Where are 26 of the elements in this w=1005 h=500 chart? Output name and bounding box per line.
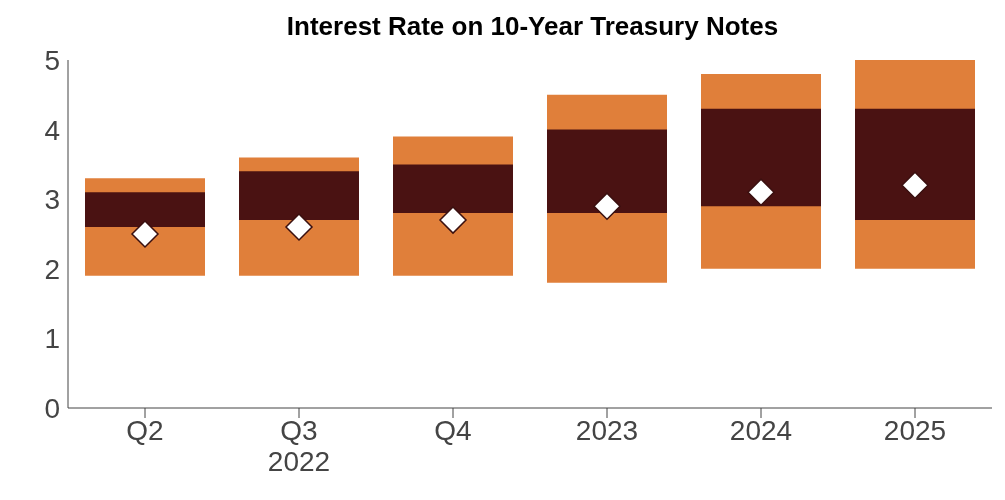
y-tick-label: 0 [44, 392, 60, 424]
point [747, 178, 775, 206]
text: 2022 [266, 446, 332, 478]
point [439, 206, 467, 234]
y-tick-label: 2 [44, 253, 60, 285]
x-tick-label: 2023 [575, 414, 639, 446]
y-tick-label: 3 [44, 184, 60, 216]
point [285, 213, 313, 241]
bar [85, 192, 205, 228]
chart-title: Interest Rate on 10-Year Treasury Notes [285, 10, 780, 43]
bar [855, 108, 975, 221]
y-tick-label: 1 [44, 323, 60, 355]
x-tick-label: 2025 [883, 414, 947, 446]
bar [701, 108, 821, 207]
point [901, 171, 929, 200]
point [593, 192, 621, 220]
y-tick-label: 4 [44, 114, 60, 146]
x-tick-label: Q3 [280, 414, 318, 446]
y-tick-label: 5 [44, 44, 60, 76]
x-tick-label: Q4 [434, 414, 472, 446]
bar [393, 164, 513, 214]
x-tick-label: Q2 [126, 414, 164, 446]
bar [239, 171, 359, 221]
bar [547, 129, 667, 214]
point [131, 220, 159, 248]
x-tick-label: 2024 [729, 414, 793, 446]
